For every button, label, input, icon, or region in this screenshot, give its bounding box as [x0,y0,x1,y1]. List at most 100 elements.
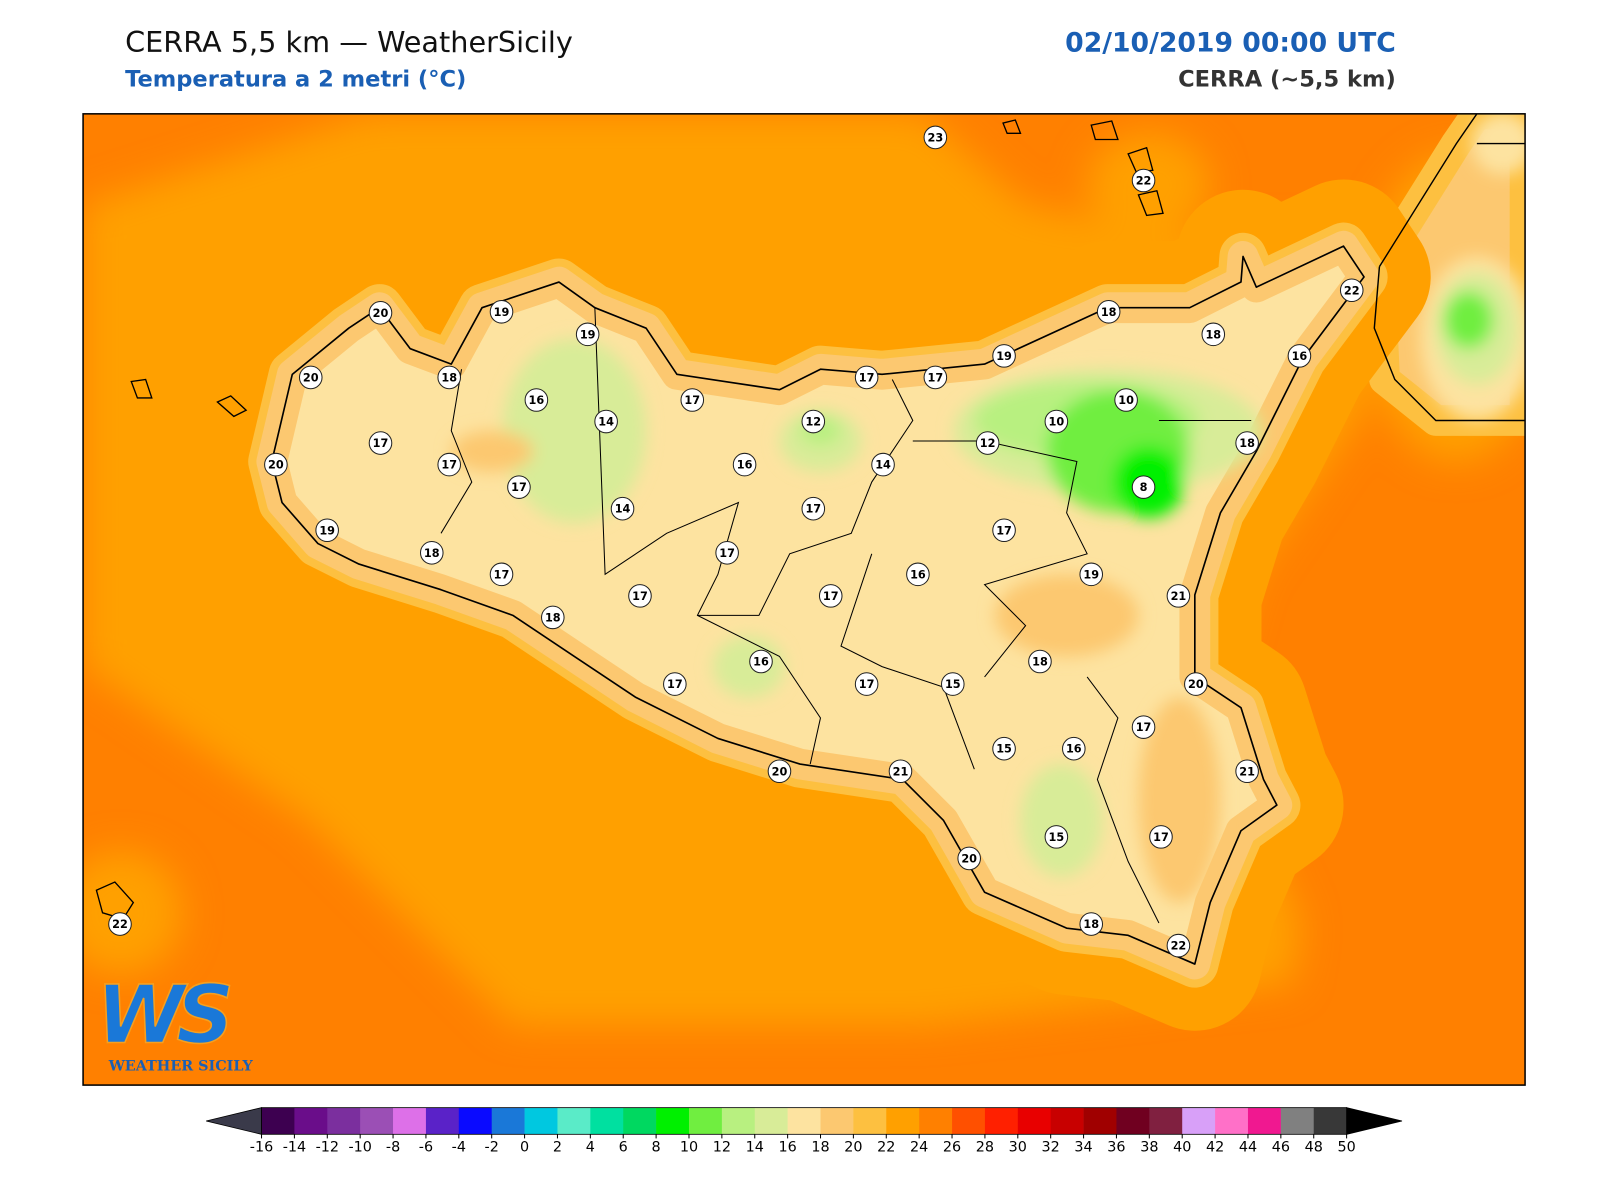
station-marker [749,649,773,674]
station-value: 8 [1140,481,1148,494]
station-value: 14 [875,459,891,472]
station-marker [575,322,600,347]
station-value: 18 [441,371,457,384]
station-marker [1079,912,1104,936]
province-borders [440,307,1252,924]
colorbar: -16 -14 -12 -10 -8 -6 -4 -2 0 2 4 6 8 10 12 14 16 18 20 22 2… [206,1107,1403,1156]
station-marker [818,584,843,608]
station-value: 19 [319,524,335,537]
station-value: 23 [928,131,944,144]
station-marker [264,452,288,477]
station-value: 20 [1188,678,1204,691]
station-value: 17 [859,371,875,384]
station-marker [298,365,323,390]
colorbar-tick-label: -12 [316,1140,339,1156]
station-value: 17 [667,678,683,691]
colorbar-swatch [1313,1107,1347,1135]
colorbar-tick-label: 30 [1009,1140,1027,1156]
calabria-bands [1420,113,1526,421]
colorbar-swatch [1247,1107,1282,1135]
colorbar-swatch [1017,1107,1051,1135]
station-value: 21 [893,765,909,778]
station-value: 18 [1239,437,1255,450]
colorbar-tick-label: 12 [713,1140,731,1156]
subtitle: Temperatura a 2 metri (°C) [125,66,466,92]
station-value: 16 [737,459,753,472]
colorbar-swatch [360,1107,394,1135]
station-marker [1131,475,1156,499]
stations: 23 22 20 19 19 18 18 22 16 20 18 17 17 17 19 16 14 12 10 10… [108,125,1364,958]
colorbar-under [206,1107,262,1135]
station-value: 22 [112,918,128,931]
colorbar-tick-label: 44 [1239,1140,1257,1156]
station-marker [368,301,393,325]
station-marker [871,452,895,477]
colorbar-swatch [590,1107,624,1135]
station-value: 12 [805,416,821,429]
station-marker [715,541,739,565]
station-value: 14 [598,416,614,429]
station-value: 16 [529,394,545,407]
station-value: 17 [996,524,1012,537]
station-value: 22 [1171,940,1187,953]
station-marker [923,365,948,390]
station-marker [975,431,1000,455]
colorbar-tick-label: 38 [1140,1140,1158,1156]
station-marker [610,496,635,521]
colorbar-swatch [557,1107,591,1135]
colorbar-tick-label: 0 [520,1140,529,1156]
station-value: 20 [373,307,389,320]
station-value: 22 [1344,284,1360,297]
station-marker [992,736,1016,761]
station-marker [437,365,462,390]
colorbar-swatch [688,1107,723,1135]
station-value: 18 [1032,656,1048,669]
date: 02/10/2019 00:00 UTC [1065,28,1396,59]
colorbar-swatch [623,1107,657,1135]
station-marker [489,562,514,587]
colorbar-tick-label: 28 [976,1140,994,1156]
colorbar-swatch [524,1107,558,1135]
station-value: 17 [859,678,875,691]
colorbar-tick-label: 42 [1206,1140,1224,1156]
colorbar-tick-label: 10 [680,1140,698,1156]
colorbar-swatch [1149,1107,1183,1135]
station-value: 17 [1136,721,1152,734]
map-area: 23 22 20 19 19 18 18 22 16 20 18 17 17 17 19 16 14 12 10 10… [83,113,1526,1086]
logo-text: WEATHER SICILY [108,1059,254,1075]
station-marker [732,452,757,477]
station-value: 19 [996,350,1012,363]
colorbar-tick-label: 24 [910,1140,928,1156]
station-value: 16 [753,656,769,669]
station-marker [801,496,826,521]
station-marker [992,344,1016,368]
station-marker [1235,431,1259,455]
station-marker [854,365,879,390]
station-value: 21 [1171,590,1187,603]
logo: WS WEATHER SICILY [96,968,254,1075]
station-value: 10 [1049,416,1065,429]
station-value: 18 [1205,328,1221,341]
station-marker [628,584,652,608]
station-value: 17 [494,568,510,581]
station-value: 17 [719,547,735,560]
colorbar-swatch [294,1107,328,1135]
station-value: 18 [424,547,440,560]
station-marker [1339,278,1364,303]
logo-mark: WS [96,968,230,1061]
title: CERRA 5,5 km — WeatherSicily [125,25,573,59]
colorbar-swatch [919,1107,953,1135]
coastline [270,245,1365,965]
station-marker [507,475,531,499]
colorbar-swatch [1050,1107,1084,1135]
station-marker [923,125,948,150]
colorbar-swatch [886,1107,920,1135]
station-marker [1028,649,1052,674]
colorbar-tick-label: 34 [1074,1140,1092,1156]
station-marker [1131,715,1156,739]
colorbar-swatch [1116,1107,1150,1135]
station-value: 20 [303,371,319,384]
station-marker [801,409,826,434]
station-marker [594,409,618,434]
